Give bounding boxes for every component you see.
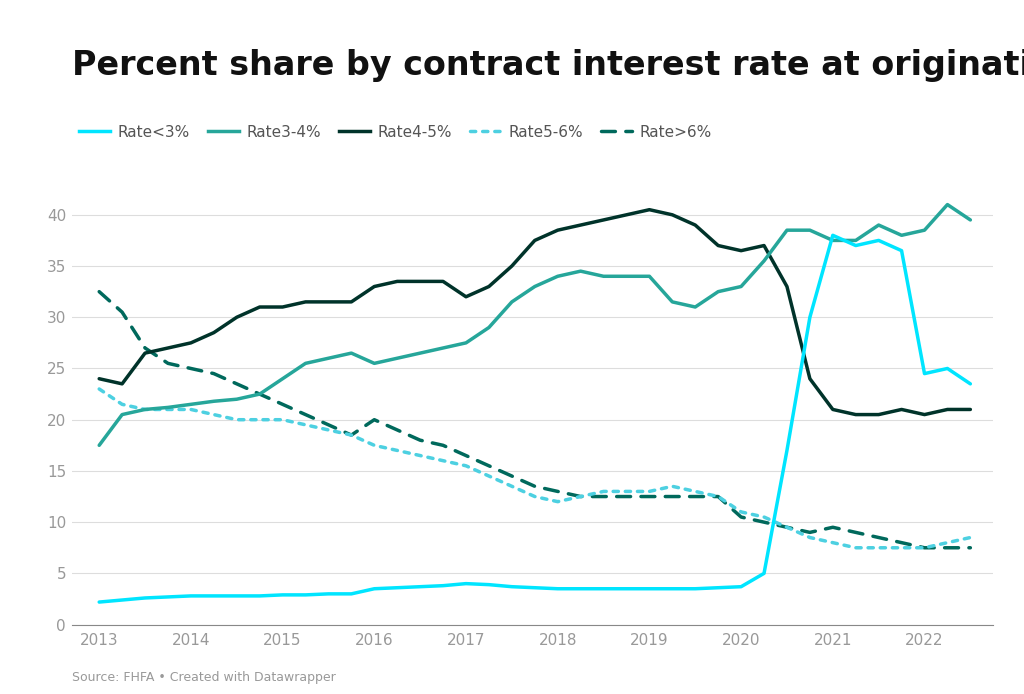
Legend: Rate<3%, Rate3-4%, Rate4-5%, Rate5-6%, Rate>6%: Rate<3%, Rate3-4%, Rate4-5%, Rate5-6%, R…	[79, 124, 712, 139]
Text: Source: FHFA • Created with Datawrapper: Source: FHFA • Created with Datawrapper	[72, 670, 336, 684]
Text: Percent share by contract interest rate at origination: Percent share by contract interest rate …	[72, 49, 1024, 82]
